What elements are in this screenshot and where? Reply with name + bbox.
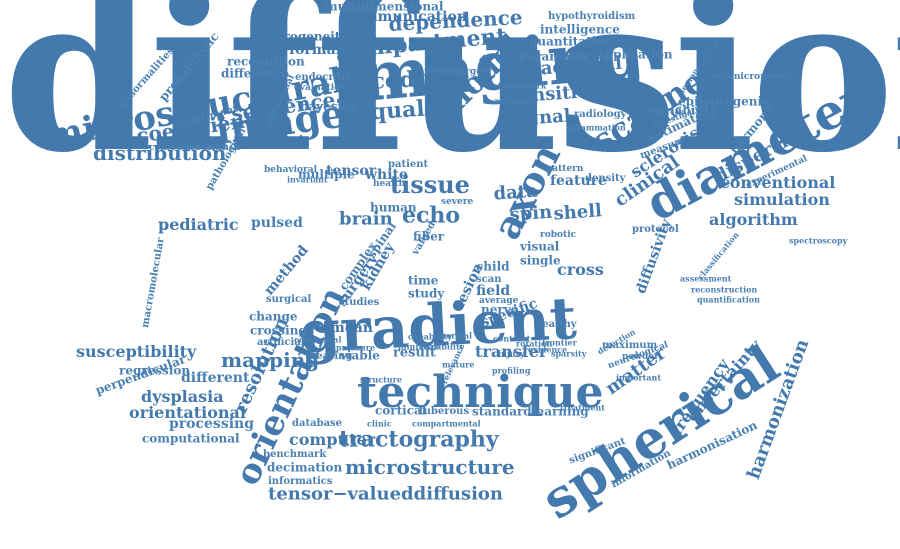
word-sparsity: sparsity xyxy=(551,350,586,358)
word-computational: computational xyxy=(142,432,240,444)
word-heterogeneity: heterogeneity xyxy=(254,30,347,42)
word-average: average xyxy=(479,297,518,306)
word-microstructure: microstructure xyxy=(345,457,515,477)
word-treatment: treatment xyxy=(560,404,605,412)
word-healthy: healthy xyxy=(535,320,577,330)
word-surgical: surgical xyxy=(266,295,311,305)
word-injury: injury xyxy=(498,350,524,358)
word-quality: quality xyxy=(370,95,457,123)
word-assessment: assessment xyxy=(680,275,731,283)
word-capability: capability xyxy=(408,333,452,341)
word-tensor-valueddiffusion: tensor−valueddiffusion xyxy=(268,486,503,504)
word-hearing: hearing xyxy=(309,352,352,362)
word-macromolecular: macromolecular xyxy=(141,237,167,329)
word-different: different xyxy=(181,371,249,385)
word-processing: processing xyxy=(169,417,254,431)
word-computer: computer xyxy=(289,432,375,448)
word-neurosurgery: neurosurgery xyxy=(424,68,492,77)
word-invariant: invariant xyxy=(287,176,328,184)
word-change: change xyxy=(249,310,298,322)
word-evaluation: evaluation xyxy=(294,84,347,93)
word-important: important xyxy=(616,374,661,382)
word-pediatric: pediatric xyxy=(158,217,239,233)
word-decimation: decimation xyxy=(267,461,342,473)
word-profiling: profiling xyxy=(492,367,530,375)
word-parameter: parameter xyxy=(519,50,589,62)
word-compartmental: compartmental xyxy=(412,420,481,428)
word-inflammation: inflammation xyxy=(566,124,626,132)
word-endocrine: endocrine xyxy=(295,73,351,83)
word-child: child xyxy=(476,260,510,272)
word-application: application xyxy=(597,48,673,60)
word-single: single xyxy=(520,254,561,266)
word-benchmark: benchmark xyxy=(263,450,326,460)
word-time: time xyxy=(408,274,438,286)
word-algorithm: algorithm xyxy=(709,212,798,228)
word-tuberous: tuberous xyxy=(419,407,469,417)
word-pressure: pressure xyxy=(336,344,375,352)
word-simulation: simulation xyxy=(734,192,830,208)
word-submicrometer: submicrometer xyxy=(713,73,790,82)
word-clinic: clinic xyxy=(367,420,392,428)
word-health: health xyxy=(373,180,405,189)
word-bayesian: bayesian xyxy=(300,100,359,112)
word-recognition: recognition xyxy=(227,55,305,67)
word-behavioral: behavioral xyxy=(264,166,317,175)
word-conventional: conventional xyxy=(720,175,835,191)
word-scan: scan xyxy=(476,275,501,285)
word-difference: difference xyxy=(221,67,289,79)
word-human: human xyxy=(370,201,417,213)
word-study: study xyxy=(408,287,444,299)
word-pattern: pattern xyxy=(546,165,583,174)
word-patient: patient xyxy=(388,160,428,170)
word-studies: studies xyxy=(339,298,379,308)
word-hypothyroidism: hypothyroidism xyxy=(548,12,635,22)
word-severe: severe xyxy=(441,198,473,207)
word-cross: cross xyxy=(557,262,604,278)
word-intelligence: intelligence xyxy=(540,23,620,35)
word-method: method xyxy=(262,243,311,298)
word-structure: structure xyxy=(360,376,402,384)
word-accurate: accurate xyxy=(494,97,533,105)
word-cortical: cortical xyxy=(375,404,426,416)
word-signal: signal xyxy=(509,107,571,129)
word-shell: shell xyxy=(553,202,602,223)
word-communication: communication xyxy=(345,10,467,24)
word-reconstruction: reconstruction xyxy=(691,286,757,294)
word-quantitative: quantitative xyxy=(529,35,611,47)
word-spectroscopy: spectroscopy xyxy=(789,237,847,245)
word-quantification: quantification xyxy=(697,296,760,304)
word-robotic: robotic xyxy=(540,231,576,240)
word-framework: framework xyxy=(498,82,546,90)
word-pulsed: pulsed xyxy=(251,216,303,230)
word-data: data xyxy=(493,183,538,204)
word-informatics: informatics xyxy=(268,477,333,487)
word-mean: mean xyxy=(330,321,373,335)
word-radiology: radiology xyxy=(574,110,626,120)
word-standard: standard xyxy=(472,405,532,417)
word-database: database xyxy=(292,419,342,429)
word-congenital: congenital xyxy=(294,336,341,344)
word-density: density xyxy=(585,174,625,184)
word-spin: spin xyxy=(509,204,553,225)
word-visual: visual xyxy=(520,240,559,252)
word-rotation: rotation xyxy=(516,340,552,348)
